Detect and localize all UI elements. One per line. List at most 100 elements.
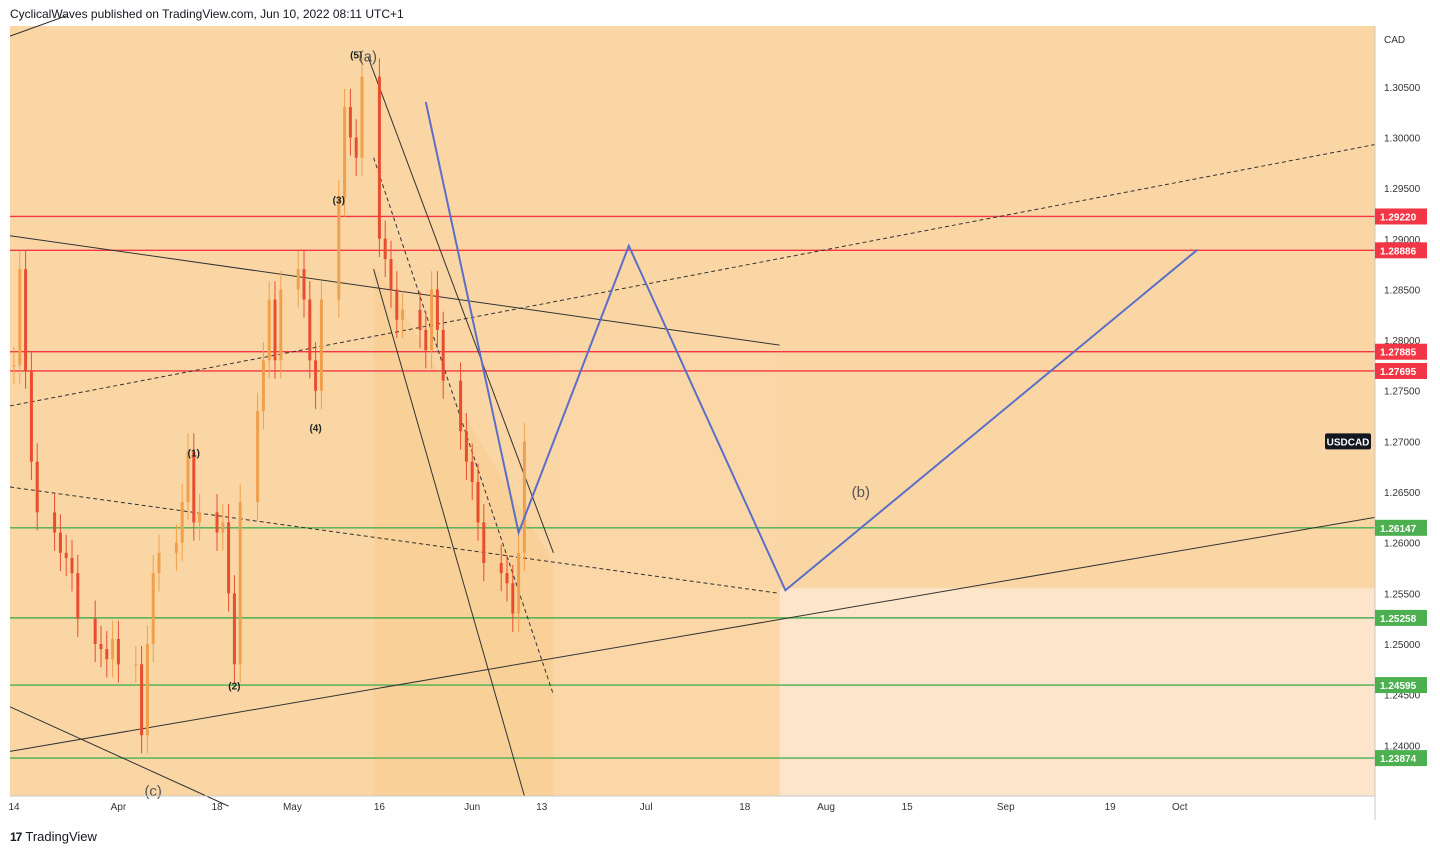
time-tick-label: Oct	[1172, 802, 1188, 813]
support-price-tag-text: 1.23874	[1380, 754, 1417, 765]
candle-body	[308, 299, 312, 361]
resistance-price-tag	[1375, 242, 1427, 259]
candle-body	[441, 329, 445, 381]
resistance-price-tag-text: 1.29220	[1380, 212, 1417, 223]
descending-trendline	[9, 235, 780, 346]
channel-upper-line	[367, 56, 554, 554]
wave-label: (3)	[333, 195, 345, 206]
candle-body	[296, 269, 300, 290]
wave-label: (1)	[188, 449, 200, 460]
candle-body	[505, 573, 509, 584]
candle-body	[377, 76, 381, 239]
time-tick-label: 16	[374, 802, 386, 813]
tradingview-logo-icon: 17	[10, 829, 22, 844]
candle-body	[227, 522, 231, 594]
candle-body	[180, 502, 184, 543]
wave-label: (c)	[144, 783, 162, 800]
wave-projection-path	[424, 101, 1198, 592]
candle-body	[302, 269, 306, 300]
candle-body	[511, 583, 515, 614]
price-tick-label: 1.24000	[1384, 741, 1421, 752]
candle-body	[70, 557, 74, 574]
candle-body	[24, 269, 28, 371]
candle-body	[470, 461, 474, 482]
candle-body	[29, 370, 33, 462]
candle-body	[186, 451, 190, 503]
support-price-tag	[1375, 519, 1427, 536]
candle-body	[53, 512, 57, 533]
candle-body	[464, 431, 468, 462]
candle-body	[360, 76, 364, 158]
candle-body	[58, 532, 62, 553]
candle-body	[279, 289, 283, 361]
candle-body	[12, 365, 16, 367]
price-tick-label: 1.25500	[1384, 589, 1421, 600]
price-tick-label: 1.29000	[1384, 235, 1421, 246]
candle-body	[401, 309, 405, 320]
support-price-tag	[1375, 609, 1427, 626]
candle-body	[273, 299, 277, 361]
symbol-tag	[1325, 433, 1371, 450]
candle-body	[337, 198, 341, 300]
publish-info: CyclicalWaves published on TradingView.c…	[10, 7, 404, 21]
candle-body	[157, 552, 161, 574]
tradingview-brand: TradingView	[25, 829, 97, 844]
candle-body	[383, 238, 387, 260]
time-tick-label: 15	[902, 802, 914, 813]
candle-body	[430, 289, 434, 351]
price-tick-label: 1.26500	[1384, 488, 1421, 499]
candle-body	[348, 107, 352, 138]
price-tick-label: 1.25000	[1384, 640, 1421, 651]
time-tick-label: May	[283, 802, 302, 813]
candle-body	[111, 638, 115, 660]
resistance-price-tag	[1375, 343, 1427, 360]
time-tick-label: Jul	[640, 802, 653, 813]
candle-body	[343, 107, 347, 199]
candle-body	[354, 137, 358, 158]
currency-label: CAD	[1384, 35, 1405, 46]
channel-lower-line	[373, 269, 525, 797]
wave-label: (5)	[350, 50, 362, 61]
price-tick-label: 1.28500	[1384, 285, 1421, 296]
support-price-tag-text: 1.26147	[1380, 524, 1417, 535]
channel-mid-line	[373, 157, 554, 695]
wave-label: (b)	[852, 484, 870, 501]
symbol-tag-text: USDCAD	[1327, 437, 1370, 448]
channel-fill	[373, 264, 554, 796]
candle-body	[459, 380, 463, 432]
support-price-tag	[1375, 677, 1427, 694]
candle-body	[174, 542, 178, 553]
candle-body	[35, 461, 39, 513]
resistance-price-tag-text: 1.28886	[1380, 246, 1417, 257]
time-tick-label: 14	[8, 802, 20, 813]
candle-body	[256, 411, 260, 503]
support-price-tag-text: 1.25258	[1380, 614, 1417, 625]
candle-body	[145, 644, 149, 736]
candle-body	[424, 329, 428, 351]
candle-body	[192, 451, 196, 523]
candle-body	[319, 299, 323, 391]
candle-body	[314, 360, 318, 391]
candle-body	[499, 562, 503, 574]
lower-trendline	[9, 706, 229, 807]
candle-body	[232, 593, 236, 665]
candle-body	[116, 638, 120, 665]
upper-corner-line	[9, 15, 67, 37]
candle-body	[517, 552, 521, 614]
candle-body	[134, 664, 138, 666]
tradingview-branding[interactable]: 17 TradingView	[10, 829, 97, 844]
candle-body	[64, 552, 68, 558]
price-tick-label: 1.24500	[1384, 691, 1421, 702]
candle-body	[215, 512, 219, 533]
time-tick-label: Apr	[111, 802, 127, 813]
candle-body	[18, 269, 22, 366]
price-tick-label: 1.30000	[1384, 133, 1421, 144]
time-tick-label: 18	[739, 802, 751, 813]
candle-body	[140, 664, 144, 736]
time-zone-box	[553, 340, 780, 796]
time-tick-label: Jun	[464, 802, 480, 813]
candle-body	[395, 289, 399, 320]
price-tick-label: 1.28000	[1384, 336, 1421, 347]
time-tick-label: 18	[211, 802, 223, 813]
